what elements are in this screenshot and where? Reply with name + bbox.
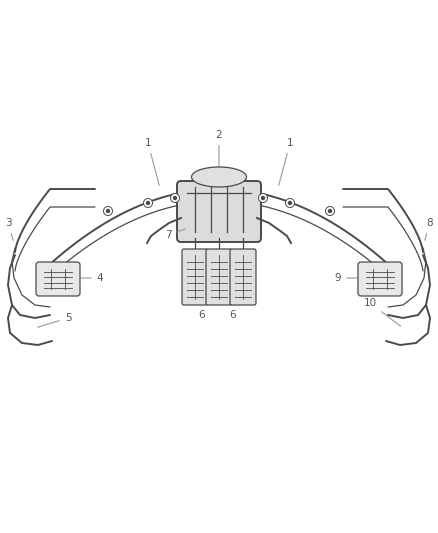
Text: 9: 9: [335, 273, 357, 283]
Circle shape: [103, 206, 113, 215]
Text: 8: 8: [425, 218, 433, 240]
Text: 6: 6: [230, 301, 237, 320]
Text: 4: 4: [81, 273, 103, 283]
Text: 5: 5: [38, 313, 71, 327]
Circle shape: [261, 197, 265, 199]
Circle shape: [325, 206, 335, 215]
Circle shape: [106, 209, 110, 213]
FancyBboxPatch shape: [36, 262, 80, 296]
Circle shape: [144, 198, 152, 207]
FancyBboxPatch shape: [206, 249, 232, 305]
Circle shape: [289, 201, 292, 205]
FancyBboxPatch shape: [230, 249, 256, 305]
Circle shape: [258, 193, 268, 203]
Text: 6: 6: [198, 301, 206, 320]
Text: 2: 2: [215, 130, 223, 170]
Circle shape: [328, 209, 332, 213]
FancyBboxPatch shape: [358, 262, 402, 296]
Text: 1: 1: [279, 138, 293, 185]
Circle shape: [170, 193, 180, 203]
FancyBboxPatch shape: [182, 249, 208, 305]
Text: 10: 10: [364, 298, 401, 326]
Ellipse shape: [191, 167, 247, 187]
Circle shape: [173, 197, 177, 199]
Text: 7: 7: [165, 229, 185, 240]
Circle shape: [286, 198, 294, 207]
FancyBboxPatch shape: [177, 181, 261, 242]
Text: 1: 1: [145, 138, 159, 185]
Text: 3: 3: [5, 218, 13, 240]
Circle shape: [146, 201, 149, 205]
